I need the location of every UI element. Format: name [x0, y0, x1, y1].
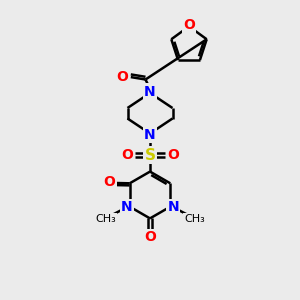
Text: CH₃: CH₃ — [95, 214, 116, 224]
Text: N: N — [144, 128, 156, 142]
Text: CH₃: CH₃ — [184, 214, 205, 224]
Text: O: O — [183, 18, 195, 32]
Text: O: O — [144, 230, 156, 244]
Text: N: N — [144, 85, 156, 98]
Text: N: N — [167, 200, 179, 214]
Text: O: O — [167, 148, 179, 162]
Text: O: O — [121, 148, 133, 162]
Text: O: O — [116, 70, 128, 84]
Text: O: O — [104, 175, 116, 189]
Text: N: N — [121, 200, 133, 214]
Text: S: S — [145, 148, 155, 163]
